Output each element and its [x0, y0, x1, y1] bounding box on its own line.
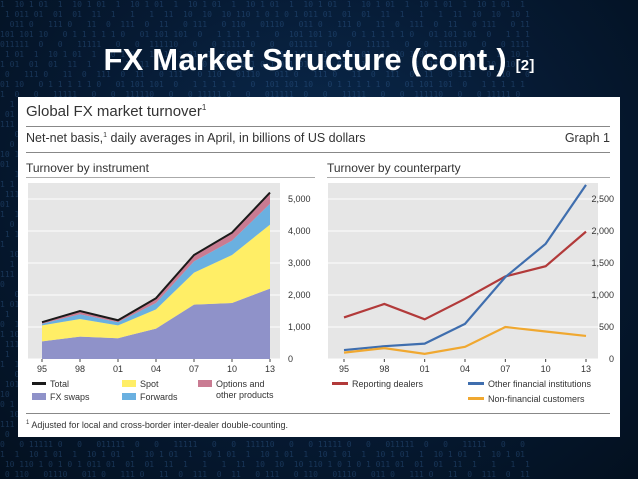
x-tick-right: 04	[460, 364, 470, 374]
legend-label-forwards: Forwards	[140, 392, 178, 402]
legend-swatch-total	[32, 382, 46, 385]
figure-title-text: Global FX market turnover	[26, 103, 202, 120]
figure-title: Global FX market turnover1	[26, 103, 206, 120]
x-tick-right: 07	[500, 364, 510, 374]
subtitle-rule	[26, 152, 610, 153]
y-tick-left: 4,000	[288, 226, 311, 236]
legend-label-fx-swaps: FX swaps	[50, 392, 90, 402]
line-other-financial-institutions	[343, 184, 587, 352]
y-tick-right: 500	[599, 322, 614, 332]
subtitle-post: daily averages in April, in billions of …	[110, 131, 366, 145]
legend-swatch-other-financial-institutions	[468, 382, 484, 385]
area-fx-swaps	[42, 288, 270, 359]
slide-reference: [2]	[515, 57, 535, 74]
figure-subtitle: Net-net basis,1 daily averages in April,…	[26, 131, 366, 145]
legend-swatch-options-and-other-products	[198, 380, 212, 387]
footnote-rule	[26, 413, 610, 414]
y-tick-right: 2,500	[591, 194, 614, 204]
legend-label-total: Total	[50, 379, 69, 389]
line-non-financial-customers	[343, 325, 587, 355]
subtitle-footnote-mark: 1	[103, 131, 108, 139]
chart-right-title: Turnover by counterparty	[327, 161, 461, 175]
y-tick-right: 1,500	[591, 258, 614, 268]
legend-label-options-and-other-products: Options and	[216, 379, 265, 389]
slide-title: FX Market Structure (cont.) [2]	[0, 42, 638, 78]
x-tick-left: 13	[265, 364, 275, 374]
legend-swatch-forwards	[122, 393, 136, 400]
chart-right-title-rule	[327, 177, 610, 178]
chart-left-title-rule	[26, 177, 315, 178]
slide-title-text: FX Market Structure (cont.)	[103, 42, 507, 77]
counterparty-line-chart: 0 500 1,000 1,500 2,000 2,500 95 98 01 04 07 10 13 Re…	[328, 183, 614, 404]
x-tick-right: 95	[339, 364, 349, 374]
footnote-mark: 1	[26, 420, 30, 426]
legend-swatch-fx-swaps	[32, 393, 46, 400]
x-tick-right: 01	[420, 364, 430, 374]
x-tick-left: 98	[75, 364, 85, 374]
figure-title-footnote-mark: 1	[201, 103, 207, 112]
legend-swatch-reporting-dealers	[332, 382, 348, 385]
y-tick-left: 2,000	[288, 290, 311, 300]
legend-label-spot: Spot	[140, 379, 159, 389]
graph-label: Graph 1	[564, 131, 610, 145]
x-tick-right: 98	[379, 364, 389, 374]
x-tick-left: 07	[189, 364, 199, 374]
x-tick-left: 95	[37, 364, 47, 374]
legend-label-reporting-dealers: Reporting dealers	[352, 379, 424, 389]
subtitle-pre: Net-net basis,	[26, 131, 104, 145]
x-tick-right: 10	[541, 364, 551, 374]
y-tick-left: 3,000	[288, 258, 311, 268]
y-tick-left: 5,000	[288, 194, 311, 204]
y-tick-right: 0	[609, 354, 614, 364]
legend-swatch-non-financial-customers	[468, 397, 484, 400]
legend-label-options-and-other-products-line2: other products	[216, 390, 274, 400]
plot-area-right	[328, 183, 598, 359]
figure-panel: Global FX market turnover1 Net-net basis…	[18, 97, 620, 437]
legend-label-non-financial-customers: Non-financial customers	[488, 394, 585, 404]
y-tick-right: 1,000	[591, 290, 614, 300]
footnote-text: Adjusted for local and cross-border inte…	[31, 420, 289, 430]
legend-swatch-spot	[122, 380, 136, 387]
footnote: 1 Adjusted for local and cross-border in…	[26, 420, 288, 430]
x-tick-right: 13	[581, 364, 591, 374]
x-tick-left: 10	[227, 364, 237, 374]
chart-left-title: Turnover by instrument	[26, 161, 149, 175]
line-total	[41, 191, 271, 324]
y-tick-left: 0	[288, 354, 293, 364]
title-rule	[26, 126, 610, 127]
y-tick-right: 2,000	[591, 226, 614, 236]
y-tick-left: 1,000	[288, 322, 311, 332]
legend-label-other-financial-institutions: Other financial institutions	[488, 379, 592, 389]
x-tick-left: 01	[113, 364, 123, 374]
line-reporting-dealers	[343, 230, 587, 321]
instrument-area-chart: 0 1,000 2,000 3,000 4,000 5,000 95 98 01 04 07 10 13…	[28, 183, 311, 402]
area-spot	[42, 224, 270, 342]
x-tick-left: 04	[151, 364, 161, 374]
